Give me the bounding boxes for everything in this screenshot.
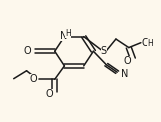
Text: O: O: [46, 89, 53, 99]
Text: O: O: [24, 46, 31, 56]
Text: H: H: [66, 29, 71, 38]
Text: H: H: [147, 39, 153, 48]
Text: O: O: [142, 38, 149, 48]
Text: N: N: [60, 31, 67, 41]
Text: S: S: [101, 46, 107, 56]
Text: N: N: [121, 69, 128, 79]
Text: O: O: [30, 74, 38, 84]
Text: O: O: [124, 56, 131, 66]
